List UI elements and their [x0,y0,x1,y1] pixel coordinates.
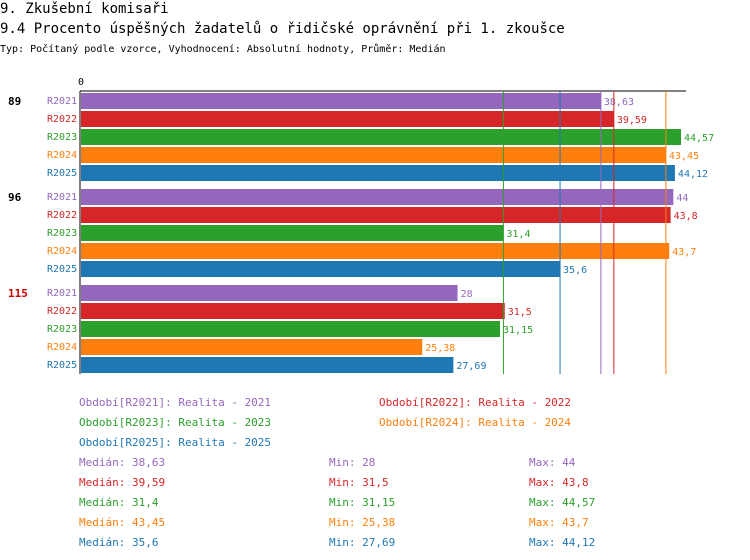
stat-min: Min: 31,15 [329,496,396,509]
series-label: R2025 [47,360,77,371]
series-label: R2023 [47,228,77,239]
bar [81,261,561,277]
bar [81,165,675,181]
series-label: R2021 [47,288,77,299]
series-label: R2022 [47,306,77,317]
data-label: 27,69 [456,361,486,372]
bar [81,207,671,223]
bar [81,243,670,259]
series-label: R2022 [47,210,77,221]
bar [81,129,681,145]
chart-type-description: Typ: Počítaný podle vzorce, Vyhodnocení:… [0,44,446,55]
series-label: R2024 [47,150,77,161]
stat-median: Medián: 35,6 [79,536,159,549]
series-label: R2025 [47,264,77,275]
series-label: R2022 [47,114,77,125]
data-label: 44,57 [684,133,714,144]
series-label: R2021 [47,192,77,203]
data-label: 39,59 [617,115,647,126]
bar [81,225,504,241]
bar [81,189,674,205]
stat-min: Min: 28 [329,456,376,469]
legend-item: Období[R2021]: Realita - 2021 [79,396,272,409]
data-label: 25,38 [425,343,455,354]
chart-subtitle: 9.4 Procento úspěšných žadatelů o řidičs… [0,21,565,37]
series-label: R2024 [47,246,77,257]
stat-median: Medián: 43,45 [79,516,166,529]
series-label: R2023 [47,324,77,335]
legend-item: Období[R2024]: Realita - 2024 [379,416,572,429]
stat-median: Medián: 31,4 [79,496,159,509]
stat-max: Max: 43,7 [529,516,589,529]
data-label: 43,45 [669,151,699,162]
data-label: 28 [461,289,473,300]
legend-item: Období[R2022]: Realita - 2022 [379,396,572,409]
stat-min: Min: 27,69 [329,536,396,549]
series-label: R2023 [47,132,77,143]
x-tick-label: 0 [78,77,84,88]
legend-item: Období[R2025]: Realita - 2025 [79,436,272,449]
stat-max: Max: 44 [529,456,576,469]
series-label: R2025 [47,168,77,179]
bar [81,339,423,355]
stat-median: Medián: 39,59 [79,476,166,489]
data-label: 31,4 [506,229,530,240]
bar [81,321,501,337]
bar-chart: 0 89 R2021 38,63 R2022 39,59 R2023 44,57 R2024 43… [8,77,714,374]
group-label: 96 [8,191,22,204]
stat-median: Medián: 38,63 [79,456,166,469]
group-label: 115 [8,287,28,300]
data-label: 43,8 [674,211,698,222]
bar [81,147,666,163]
bar [81,111,614,127]
stat-min: Min: 31,5 [329,476,389,489]
group-label: 89 [8,95,21,108]
page-title: 9. Zkušební komisaři [0,1,169,17]
data-label: 38,63 [604,97,634,108]
data-label: 31,15 [503,325,533,336]
data-label: 43,7 [672,247,696,258]
bar [81,285,458,301]
stat-max: Max: 43,8 [529,476,589,489]
stat-max: Max: 44,12 [529,536,596,549]
data-label: 44 [676,193,688,204]
bar [81,93,601,109]
stat-min: Min: 25,38 [329,516,396,529]
data-label: 44,12 [678,169,708,180]
data-label: 31,5 [508,307,532,318]
series-label: R2021 [47,96,77,107]
series-label: R2024 [47,342,77,353]
bar [81,357,454,373]
data-label: 35,6 [563,265,587,276]
bar [81,303,505,319]
stat-max: Max: 44,57 [529,496,596,509]
legend-item: Období[R2023]: Realita - 2023 [79,416,272,429]
